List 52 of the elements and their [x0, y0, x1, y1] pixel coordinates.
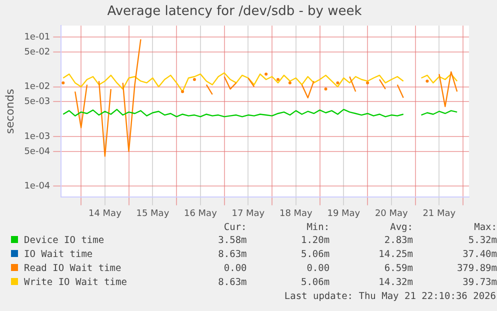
x-tick-label: 21 May: [422, 208, 456, 219]
y-tick-label: 5e-02: [24, 47, 50, 58]
text: Avg:: [389, 222, 413, 234]
text: Cur:: [222, 222, 247, 234]
x-tick-label: 19 May: [327, 208, 361, 219]
point: [62, 81, 65, 84]
text: Last update: Thu May 21 22:10:36 2026: [283, 290, 497, 304]
text: 39.73m: [462, 276, 497, 290]
text: 14.25m: [378, 248, 413, 262]
text: 37.40m: [462, 248, 497, 262]
x-tick-label: 14 May: [88, 208, 122, 219]
y-tick-label: 1e-03: [24, 132, 50, 142]
text: 1.20m: [300, 234, 330, 248]
text: 0.00: [222, 262, 247, 276]
y-tick-label: 5e-03: [24, 97, 50, 108]
y-tick-label: 1e-02: [24, 82, 50, 92]
y-tick-label: 1e-01: [24, 32, 50, 42]
point: [426, 80, 429, 83]
legend-label: Read IO Wait time: [23, 262, 122, 276]
point: [276, 78, 280, 81]
point: [366, 81, 370, 84]
legend-label: Write IO Wait time: [23, 276, 128, 290]
text: 8.63m: [217, 248, 247, 262]
text: 14.32m: [378, 276, 413, 290]
text: 5.06m: [300, 248, 330, 262]
point: [264, 72, 268, 76]
text: Max:: [473, 222, 497, 234]
text: 6.59m: [383, 262, 413, 276]
x-tick-label: 15 May: [136, 208, 170, 219]
text: 3.58m: [217, 234, 247, 248]
text: 2.83m: [383, 234, 413, 248]
point: [324, 88, 328, 91]
chart-title: Average latency for /dev/sdb - by week: [107, 4, 362, 20]
legend-label: IO Wait time: [23, 248, 94, 262]
point: [181, 90, 184, 94]
y-axis-title: seconds: [3, 88, 16, 134]
point: [192, 78, 196, 81]
text: 379.89m: [456, 262, 497, 276]
y-tick-label: 5e-04: [24, 146, 50, 157]
y-tick-label: 1e-04: [24, 182, 50, 192]
point: [336, 81, 340, 84]
text: 8.63m: [217, 276, 247, 290]
x-tick-label: 20 May: [374, 208, 409, 219]
x-tick-label: 17 May: [232, 208, 266, 219]
x-tick-label: 18 May: [279, 208, 314, 219]
point: [288, 81, 292, 84]
text: 0.00: [306, 262, 330, 276]
text: Min:: [306, 222, 330, 234]
text: 5.06m: [300, 276, 330, 290]
x-tick-label: 16 May: [184, 208, 218, 219]
text: 5.32m: [467, 234, 497, 248]
legend-label: Device IO time: [23, 234, 106, 248]
